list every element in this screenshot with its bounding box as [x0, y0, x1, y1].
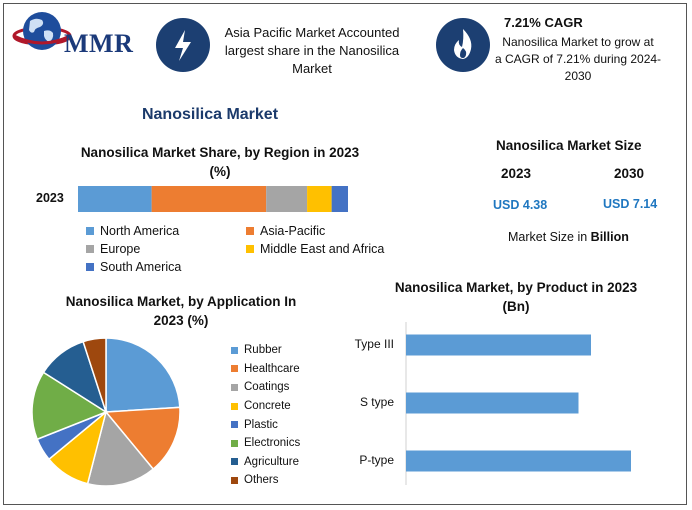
- value-2023: USD 4.38: [493, 198, 548, 212]
- legend-label: Agriculture: [244, 455, 299, 468]
- region-bar-segment-middle-east-and-africa: [307, 186, 332, 212]
- note-line-1: Asia Pacific Market Accounted: [224, 25, 400, 40]
- legend-concrete: Concrete: [231, 397, 300, 416]
- product-title-line-2: (Bn): [502, 299, 530, 314]
- pie-slice-others: [82, 337, 107, 413]
- year-2023: 2023: [501, 166, 532, 181]
- legend-label: Electronics: [244, 437, 301, 450]
- flame-icon: [436, 18, 490, 72]
- product-category-label: S type: [359, 395, 394, 409]
- logo-text: MMR: [64, 29, 134, 58]
- region-chart-title: Nanosilica Market Share, by Region in 20…: [70, 143, 370, 181]
- cagr-note: Nanosilica Market to grow at a CAGR of 7…: [490, 34, 666, 85]
- note-line-2: largest share in the Nanosilica: [224, 43, 400, 58]
- swatch: [246, 227, 254, 235]
- infographic-frame: [3, 3, 687, 505]
- pie-slice-rubber: [105, 337, 181, 413]
- application-pie: [31, 337, 181, 487]
- value-2030: USD 7.14: [603, 197, 658, 211]
- legend-label: South America: [100, 260, 182, 274]
- legend-healthcare: Healthcare: [231, 360, 300, 379]
- swatch: [231, 346, 238, 354]
- cagr-line-2: a CAGR of 7.21% during 2024-: [494, 52, 662, 66]
- market-size-title: Nanosilica Market Size: [496, 138, 642, 153]
- region-bar-segment-north-america: [78, 186, 152, 212]
- note-line-3: Market: [292, 61, 332, 76]
- legend-rubber: Rubber: [231, 341, 300, 360]
- product-chart-title: Nanosilica Market, by Product in 2023 (B…: [366, 278, 666, 316]
- legend-label: Europe: [100, 242, 141, 256]
- pie-slice-healthcare: [104, 406, 181, 471]
- swatch: [231, 439, 238, 447]
- unit-prefix: Market Size in: [508, 230, 591, 244]
- swatch: [231, 383, 238, 391]
- legend-north-america: North America: [86, 224, 179, 238]
- pie-slice-electronics: [31, 371, 108, 441]
- application-title-line-1: Nanosilica Market, by Application In: [65, 294, 297, 309]
- legend-middle-east-africa: Middle East and Africa: [246, 242, 384, 256]
- region-bar-segment-south-america: [331, 186, 348, 212]
- cagr-title: 7.21% CAGR: [504, 15, 583, 30]
- application-title-line-2: 2023 (%): [153, 313, 209, 328]
- region-category-label: 2023: [36, 191, 64, 205]
- product-bar-type-iii: [406, 334, 591, 356]
- swatch: [231, 402, 238, 410]
- asia-pacific-note: Asia Pacific Market Accounted largest sh…: [212, 24, 412, 78]
- swatch: [246, 245, 254, 253]
- legend-label: Plastic: [244, 418, 278, 431]
- legend-label: Coatings: [244, 381, 290, 394]
- unit-bold: Billion: [590, 230, 629, 244]
- year-2030: 2030: [614, 166, 645, 181]
- swatch: [231, 421, 238, 429]
- legend-label: North America: [100, 224, 180, 238]
- region-stacked-bar: [78, 186, 348, 212]
- region-title-line-2: (%): [209, 164, 231, 179]
- legend-others: Others: [231, 471, 300, 490]
- legend-plastic: Plastic: [231, 415, 300, 434]
- pie-slice-coatings: [86, 410, 155, 487]
- application-chart-title: Nanosilica Market, by Application In 202…: [46, 292, 316, 330]
- legend-agriculture: Agriculture: [231, 453, 300, 472]
- product-bar-p-type: [406, 450, 631, 472]
- application-legend: Rubber Healthcare Coatings Concrete Plastic E…: [231, 341, 300, 490]
- swatch: [86, 245, 94, 253]
- product-bar-s-type: [406, 392, 579, 414]
- region-bar-segment-asia-pacific: [151, 186, 267, 212]
- swatch: [231, 458, 238, 466]
- cagr-line-1: Nanosilica Market to grow at: [502, 35, 654, 49]
- swatch: [86, 227, 94, 235]
- legend-label: Others: [244, 474, 279, 487]
- legend-south-america: South America: [86, 260, 181, 274]
- legend-asia-pacific: Asia-Pacific: [246, 224, 325, 238]
- swatch: [86, 263, 94, 271]
- swatch: [231, 476, 238, 484]
- cagr-line-3: 2030: [564, 69, 592, 83]
- legend-label: Asia-Pacific: [260, 224, 326, 238]
- region-bar-segment-europe: [266, 186, 308, 212]
- product-bars-svg: [405, 322, 631, 485]
- legend-coatings: Coatings: [231, 378, 300, 397]
- legend-electronics: Electronics: [231, 434, 300, 453]
- product-title-line-1: Nanosilica Market, by Product in 2023: [394, 280, 638, 295]
- region-title-line-1: Nanosilica Market Share, by Region in 20…: [80, 145, 360, 160]
- globe-icon: [12, 12, 72, 50]
- swatch: [231, 365, 238, 373]
- lightning-icon: [156, 18, 210, 72]
- legend-europe: Europe: [86, 242, 140, 256]
- market-size-unit: Market Size in Billion: [508, 230, 629, 244]
- legend-label: Middle East and Africa: [260, 242, 385, 256]
- legend-label: Rubber: [244, 344, 282, 357]
- product-category-label: P-type: [359, 453, 394, 467]
- page-title: Nanosilica Market: [141, 106, 279, 123]
- legend-label: Concrete: [244, 400, 291, 413]
- legend-label: Healthcare: [244, 362, 300, 375]
- product-category-label: Type III: [354, 337, 394, 351]
